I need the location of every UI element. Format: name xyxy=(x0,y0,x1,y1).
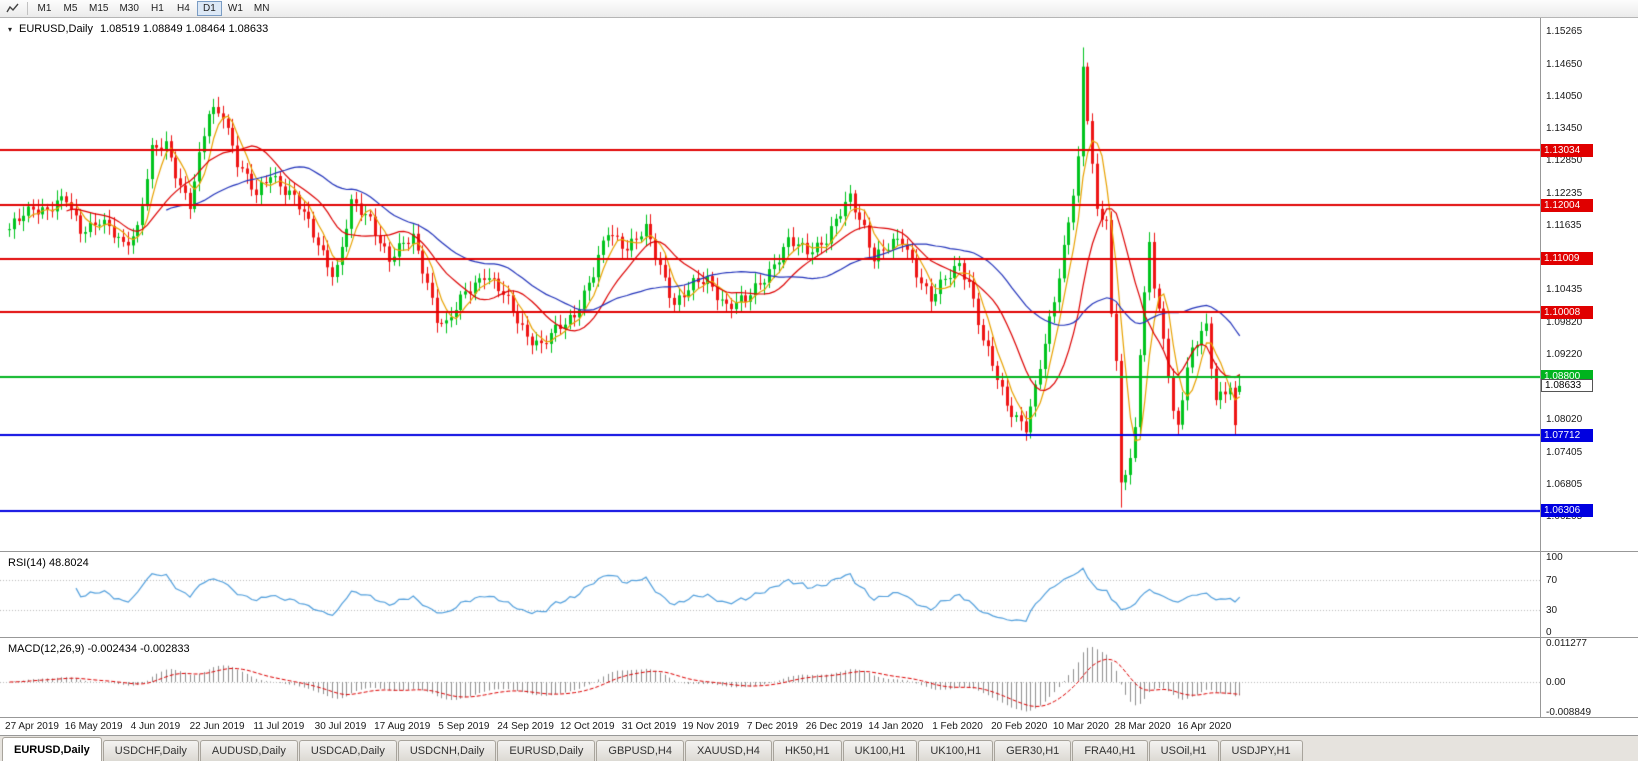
price-chart-panel: ▾ EURUSD,Daily 1.08519 1.08849 1.08464 1… xyxy=(0,18,1638,551)
line-price-tag: 1.10008 xyxy=(1541,305,1593,319)
date-axis-label: 22 Jun 2019 xyxy=(189,721,245,732)
line-price-tag: 1.13034 xyxy=(1541,143,1593,157)
chart-tab[interactable]: XAUUSD,H4 xyxy=(684,740,772,761)
date-axis-label: 26 Dec 2019 xyxy=(805,721,863,732)
date-axis-label: 31 Oct 2019 xyxy=(621,721,677,732)
timeframe-button-mn[interactable]: MN xyxy=(253,3,270,14)
rsi-canvas[interactable] xyxy=(0,552,1540,637)
chart-tab[interactable]: EURUSD,Daily xyxy=(497,740,596,761)
line-price-tag: 1.12004 xyxy=(1541,198,1593,212)
date-axis-label: 1 Feb 2020 xyxy=(932,721,983,732)
date-axis-label: 16 Apr 2020 xyxy=(1177,721,1232,732)
macd-axis-label: -0.008849 xyxy=(1546,707,1592,717)
date-axis-label: 12 Oct 2019 xyxy=(560,721,615,732)
macd-axis[interactable]: 0.011277 0.00 -0.008849 xyxy=(1540,638,1638,717)
chart-tab[interactable]: UK100,H1 xyxy=(918,740,994,761)
date-axis-label: 10 Mar 2020 xyxy=(1052,721,1109,732)
price-chart-canvas[interactable] xyxy=(0,18,1540,551)
macd-indicator-panel: MACD(12,26,9) -0.002434 -0.002833 0.0112… xyxy=(0,637,1638,717)
rsi-axis-label: 70 xyxy=(1546,574,1558,586)
date-axis-label: 16 May 2019 xyxy=(64,721,123,732)
chart-tab[interactable]: UK100,H1 xyxy=(842,740,918,761)
macd-title: MACD(12,26,9) -0.002434 -0.002833 xyxy=(8,643,190,655)
chart-tab[interactable]: FRA40,H1 xyxy=(1072,740,1148,761)
price-axis-label: 1.12235 xyxy=(1546,187,1583,199)
price-axis[interactable]: 1.15265 1.14650 1.14050 1.13450 1.12850 1.122… xyxy=(1540,18,1638,551)
time-axis[interactable]: 27 Apr 2019 16 May 2019 4 Jun 2019 22 Jun 2… xyxy=(0,717,1638,735)
chart-context-icon: ▾ xyxy=(8,24,13,34)
date-axis-label: 20 Feb 2020 xyxy=(991,721,1048,732)
chart-tab[interactable]: AUDUSD,Daily xyxy=(199,740,298,761)
date-axis-label: 7 Dec 2019 xyxy=(746,721,798,732)
timeframe-button-h1[interactable]: H1 xyxy=(151,3,164,14)
timeframe-button-m15[interactable]: M15 xyxy=(89,3,109,14)
chart-tab[interactable]: USOil,H1 xyxy=(1148,740,1219,761)
line-price-tag: 1.11009 xyxy=(1541,252,1593,266)
date-axis-label: 24 Sep 2019 xyxy=(497,721,554,732)
chart-tab[interactable]: USDCAD,Daily xyxy=(298,740,397,761)
chart-line-icon[interactable] xyxy=(3,1,23,16)
timeframe-button-w1[interactable]: W1 xyxy=(227,3,243,14)
date-axis-label: 4 Jun 2019 xyxy=(130,721,181,732)
chart-tab[interactable]: USDJPY,H1 xyxy=(1219,740,1303,761)
macd-axis-label: 0.011277 xyxy=(1546,638,1587,649)
date-axis-label: 30 Jul 2019 xyxy=(314,721,367,732)
price-axis-label: 1.14650 xyxy=(1546,58,1583,70)
rsi-axis-label: 0 xyxy=(1546,627,1552,637)
price-axis-label: 1.06805 xyxy=(1546,478,1583,490)
chart-ohlc-values: 1.08519 1.08849 1.08464 1.08633 xyxy=(99,23,269,35)
price-axis-label: 1.11635 xyxy=(1546,220,1582,232)
date-axis-label: 28 Mar 2020 xyxy=(1114,721,1171,732)
price-axis-label: 1.08020 xyxy=(1546,413,1583,425)
chart-title: ▾ EURUSD,Daily 1.08519 1.08849 1.08464 1… xyxy=(8,23,268,35)
chart-tab[interactable]: USDCNH,Daily xyxy=(397,740,497,761)
date-axis-label: 27 Apr 2019 xyxy=(5,721,59,732)
timeframe-button-m5[interactable]: M5 xyxy=(63,3,78,14)
chart-tab[interactable]: USDCHF,Daily xyxy=(102,740,199,761)
rsi-indicator-panel: RSI(14) 48.8024 100 70 30 0 xyxy=(0,551,1638,637)
timeframe-toolbar: M1 M5 M15 M30 H1 H4 D1 W1 MN xyxy=(0,0,1638,18)
line-price-tag: 1.07712 xyxy=(1541,428,1593,442)
chart-tab[interactable]: EURUSD,Daily xyxy=(2,737,102,761)
chart-tab[interactable]: GBPUSD,H4 xyxy=(596,740,684,761)
rsi-title: RSI(14) 48.8024 xyxy=(8,557,89,569)
rsi-axis-label: 100 xyxy=(1546,552,1563,563)
rsi-axis[interactable]: 100 70 30 0 xyxy=(1540,552,1638,637)
price-axis-label: 1.09220 xyxy=(1546,349,1583,361)
price-axis-label: 1.15265 xyxy=(1546,25,1583,37)
date-axis-label: 19 Nov 2019 xyxy=(682,721,740,732)
line-price-tag: 1.06306 xyxy=(1541,504,1593,517)
timeframe-button-h4[interactable]: H4 xyxy=(177,3,190,14)
chart-tabs-bar: EURUSD,Daily USDCHF,Daily AUDUSD,Daily U… xyxy=(0,735,1638,761)
price-axis-label: 1.09820 xyxy=(1546,317,1583,329)
timeframe-button-m1[interactable]: M1 xyxy=(37,3,52,14)
rsi-axis-label: 30 xyxy=(1546,604,1558,616)
price-axis-label: 1.10435 xyxy=(1546,284,1583,296)
date-axis-label: 14 Jan 2020 xyxy=(868,721,924,732)
macd-canvas[interactable] xyxy=(0,638,1540,717)
timeframe-button-m30[interactable]: M30 xyxy=(119,3,139,14)
current-price-tag: 1.08633 xyxy=(1541,379,1593,393)
price-axis-label: 1.13450 xyxy=(1546,122,1583,134)
price-axis-label: 1.14050 xyxy=(1546,90,1583,102)
date-axis-label: 5 Sep 2019 xyxy=(438,721,490,732)
date-axis-label: 17 Aug 2019 xyxy=(374,721,431,732)
timeframe-button-d1[interactable]: D1 xyxy=(196,1,222,16)
chart-tab[interactable]: HK50,H1 xyxy=(772,740,842,761)
date-axis-label: 11 Jul 2019 xyxy=(253,721,305,732)
macd-axis-label: 0.00 xyxy=(1546,677,1566,689)
price-axis-label: 1.07405 xyxy=(1546,446,1583,458)
price-axis-label: 1.12850 xyxy=(1546,154,1583,166)
chart-tab[interactable]: GER30,H1 xyxy=(994,740,1072,761)
chart-symbol-label: EURUSD,Daily xyxy=(19,23,93,35)
toolbar-separator xyxy=(27,2,28,15)
